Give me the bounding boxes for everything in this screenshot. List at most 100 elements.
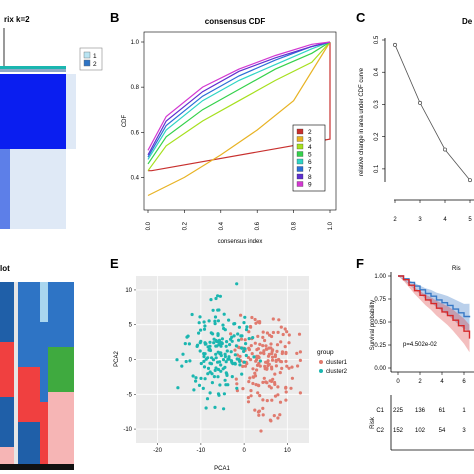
panel-f-ytick: 0.50 (374, 320, 386, 326)
pca-point-cluster1 (267, 362, 271, 366)
pca-point-cluster2 (206, 372, 210, 376)
pca-point-cluster2 (240, 346, 244, 350)
panel-c-title: De (462, 17, 473, 26)
legend-label-k7: 7 (308, 167, 312, 174)
pca-point-cluster1 (253, 317, 257, 322)
pca-point-cluster2 (212, 375, 216, 379)
panel-f-ytick: 1.00 (374, 274, 386, 280)
pca-point-cluster2 (222, 312, 226, 316)
pca-point-cluster1 (256, 383, 260, 387)
delta-point (418, 100, 422, 105)
pca-point-cluster1 (276, 393, 280, 397)
panel-d-segment (48, 347, 74, 392)
pca-point-cluster1 (256, 334, 260, 338)
pca-point-cluster1 (279, 325, 283, 329)
pca-point-cluster1 (246, 356, 251, 360)
pca-point-cluster2 (206, 366, 211, 370)
pca-point-cluster1 (270, 398, 274, 402)
panel-d-segment (0, 447, 18, 464)
panel-f-xtick: 6 (462, 379, 466, 385)
pca-point-cluster2 (211, 308, 215, 312)
risk-count: 61 (439, 408, 446, 414)
pca-point-cluster1 (249, 389, 253, 393)
pca-point-cluster1 (283, 345, 287, 349)
panel-e-ytick: 0 (129, 358, 133, 364)
panel-f-ytick: 0.25 (374, 343, 386, 349)
pca-point-cluster1 (253, 408, 257, 412)
pca-point-cluster1 (270, 379, 274, 383)
panel-c-plot: 2 3 4 5 0.5 0.4 0.3 0.2 0.1 (374, 35, 474, 223)
legend-swatch-k6 (296, 158, 304, 165)
pca-point-cluster2 (237, 338, 241, 342)
pca-point-cluster2 (214, 366, 218, 370)
pca-point-cluster2 (230, 335, 234, 339)
pca-point-cluster2 (225, 349, 229, 353)
legend-label-k5: 5 (308, 152, 312, 159)
pca-point-cluster2 (217, 338, 221, 342)
panel-b-ytick: 0.4 (131, 175, 140, 181)
legend-label-k6: 6 (308, 159, 312, 166)
pca-point-cluster2 (219, 351, 223, 355)
risk-table-ylabel: Risk (370, 416, 376, 429)
pca-point-cluster2 (235, 282, 239, 286)
panel-a-legend: 1 2 (79, 47, 103, 71)
pca-point-cluster1 (270, 355, 275, 359)
pca-point-cluster2 (204, 357, 208, 361)
pca-point-cluster2 (192, 388, 196, 392)
pca-point-cluster1 (233, 348, 237, 352)
pca-point-cluster1 (287, 333, 291, 337)
pca-point-cluster2 (181, 352, 185, 356)
pca-point-cluster1 (264, 344, 268, 348)
pca-point-cluster1 (238, 354, 242, 358)
panel-e-xtick: -20 (153, 448, 162, 454)
pca-point-cluster1 (272, 414, 276, 418)
panel-label-b: B (110, 10, 119, 25)
legend-swatch-k2 (296, 128, 304, 135)
pca-point-cluster1 (298, 391, 302, 395)
panel-f-pvalue: p=4.502e-02 (403, 342, 438, 348)
pca-point-cluster2 (209, 362, 214, 366)
pca-point-cluster1 (239, 337, 244, 341)
km-curve-c2 (398, 275, 471, 318)
pca-point-cluster1 (234, 377, 238, 381)
pca-point-cluster1 (279, 340, 283, 344)
pca-point-cluster2 (233, 353, 237, 357)
delta-line (394, 44, 471, 181)
pca-point-cluster1 (263, 364, 267, 368)
panel-e-plot: -20 -10 0 10 10 5 0 -5 -10 (123, 276, 309, 454)
pca-point-cluster2 (227, 355, 231, 359)
legend-label-1: 1 (93, 53, 97, 60)
pca-point-cluster1 (249, 325, 253, 329)
pca-point-cluster1 (270, 334, 274, 339)
pca-point-cluster1 (261, 413, 265, 417)
panel-e-xtick: 0 (242, 448, 246, 454)
panel-b-frame (143, 31, 337, 211)
panel-f-xtick: 4 (440, 379, 444, 385)
panel-e-xtick: 10 (284, 448, 291, 454)
pca-point-cluster2 (211, 358, 216, 362)
pca-point-cluster1 (262, 376, 266, 380)
pca-point-cluster2 (207, 348, 211, 352)
pca-point-cluster2 (224, 344, 228, 348)
pca-point-cluster1 (298, 358, 302, 362)
pca-point-cluster2 (198, 349, 202, 353)
panel-e-xtick: -10 (197, 448, 206, 454)
pca-point-cluster1 (271, 317, 275, 321)
panel-a: rix k=2 1 2 (0, 15, 103, 229)
pca-point-cluster1 (277, 318, 281, 322)
panel-b-xtick: 0.2 (182, 221, 188, 230)
legend-label-2: 2 (93, 61, 97, 68)
pca-point-cluster2 (237, 357, 241, 362)
pca-point-cluster2 (223, 354, 227, 359)
panel-c-ytick: 0.5 (374, 35, 380, 44)
legend-swatch-k3 (296, 136, 304, 142)
pca-point-cluster1 (267, 352, 271, 356)
pca-point-cluster2 (199, 376, 203, 380)
panel-d-segment (18, 367, 40, 422)
panel-d-segment (0, 282, 18, 342)
pca-point-cluster1 (241, 364, 245, 368)
pca-point-cluster2 (222, 392, 226, 396)
cdf-line-k8 (147, 41, 331, 156)
pca-point-cluster1 (290, 376, 294, 380)
